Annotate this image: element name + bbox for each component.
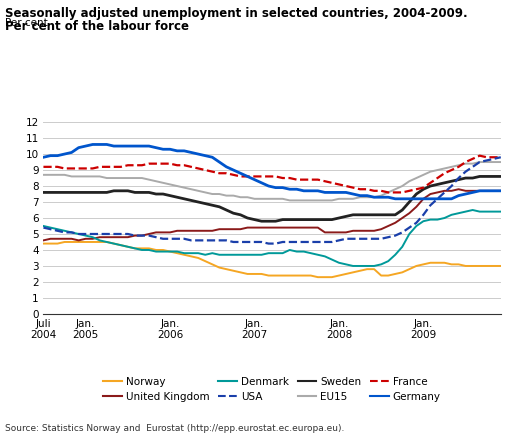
Text: Per cent of the labour force: Per cent of the labour force [5, 20, 189, 33]
Legend: Norway, United Kingdom, Denmark, USA, Sweden, EU15, France, Germany: Norway, United Kingdom, Denmark, USA, Sw… [103, 377, 441, 402]
Text: Per cent: Per cent [5, 18, 48, 28]
Text: Seasonally adjusted unemployment in selected countries, 2004-2009.: Seasonally adjusted unemployment in sele… [5, 7, 468, 20]
Text: Source: Statistics Norway and  Eurostat (http://epp.eurostat.ec.europa.eu).: Source: Statistics Norway and Eurostat (… [5, 423, 344, 433]
